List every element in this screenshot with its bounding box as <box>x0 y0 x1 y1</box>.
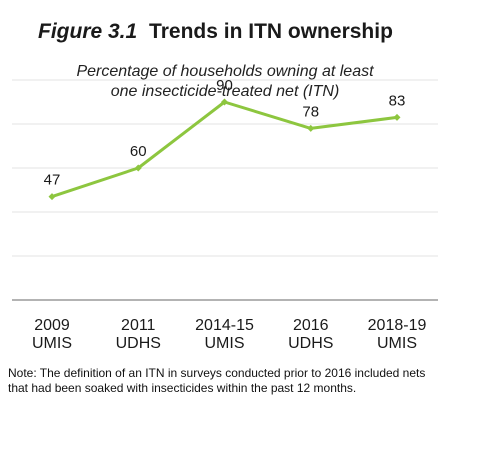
data-point-marker <box>134 164 142 172</box>
x-tick-labels: 2009UMIS2011UDHS2014-15UMIS2016UDHS2018-… <box>32 317 426 352</box>
series-line <box>50 100 399 199</box>
data-point-marker <box>48 193 56 201</box>
x-tick-label-survey: UDHS <box>288 335 333 352</box>
x-tick-label-survey: UMIS <box>32 335 72 352</box>
x-tick-label-year: 2011 <box>121 317 156 334</box>
x-tick-label-year: 2014-15 <box>195 317 254 334</box>
data-point-marker <box>221 98 228 106</box>
subtitle-line-2: one insecticide-treated net (ITN) <box>110 83 340 100</box>
x-tick-label-year: 2009 <box>34 317 70 334</box>
data-labels: 47 60 90 78 83 <box>44 77 406 189</box>
figure-title: Figure 3.1 Trends in ITN ownership <box>38 20 393 44</box>
data-label: 60 <box>130 143 147 160</box>
x-tick-label-year: 2016 <box>293 317 329 334</box>
x-tick-label-survey: UMIS <box>205 335 245 352</box>
figure-label: Figure 3.1 <box>38 20 138 43</box>
subtitle-line-1: Percentage of households owning at least <box>76 63 374 80</box>
data-label: 90 <box>216 77 233 94</box>
figure-title-text: Trends in ITN ownership <box>149 20 393 43</box>
data-label: 83 <box>389 92 406 109</box>
x-tick-label-year: 2018-19 <box>368 317 427 334</box>
gridlines <box>12 79 438 257</box>
chart-subtitle: Percentage of households owning at least… <box>40 62 410 102</box>
data-label: 47 <box>44 172 61 189</box>
chart-note: Note: The definition of an ITN in survey… <box>8 366 426 395</box>
data-label: 78 <box>302 103 319 120</box>
x-tick-label-survey: UDHS <box>116 335 161 352</box>
x-tick-label-survey: UMIS <box>377 335 417 352</box>
data-point-marker <box>393 113 401 121</box>
series-itn-ownership <box>48 98 401 201</box>
data-point-marker <box>307 124 315 132</box>
